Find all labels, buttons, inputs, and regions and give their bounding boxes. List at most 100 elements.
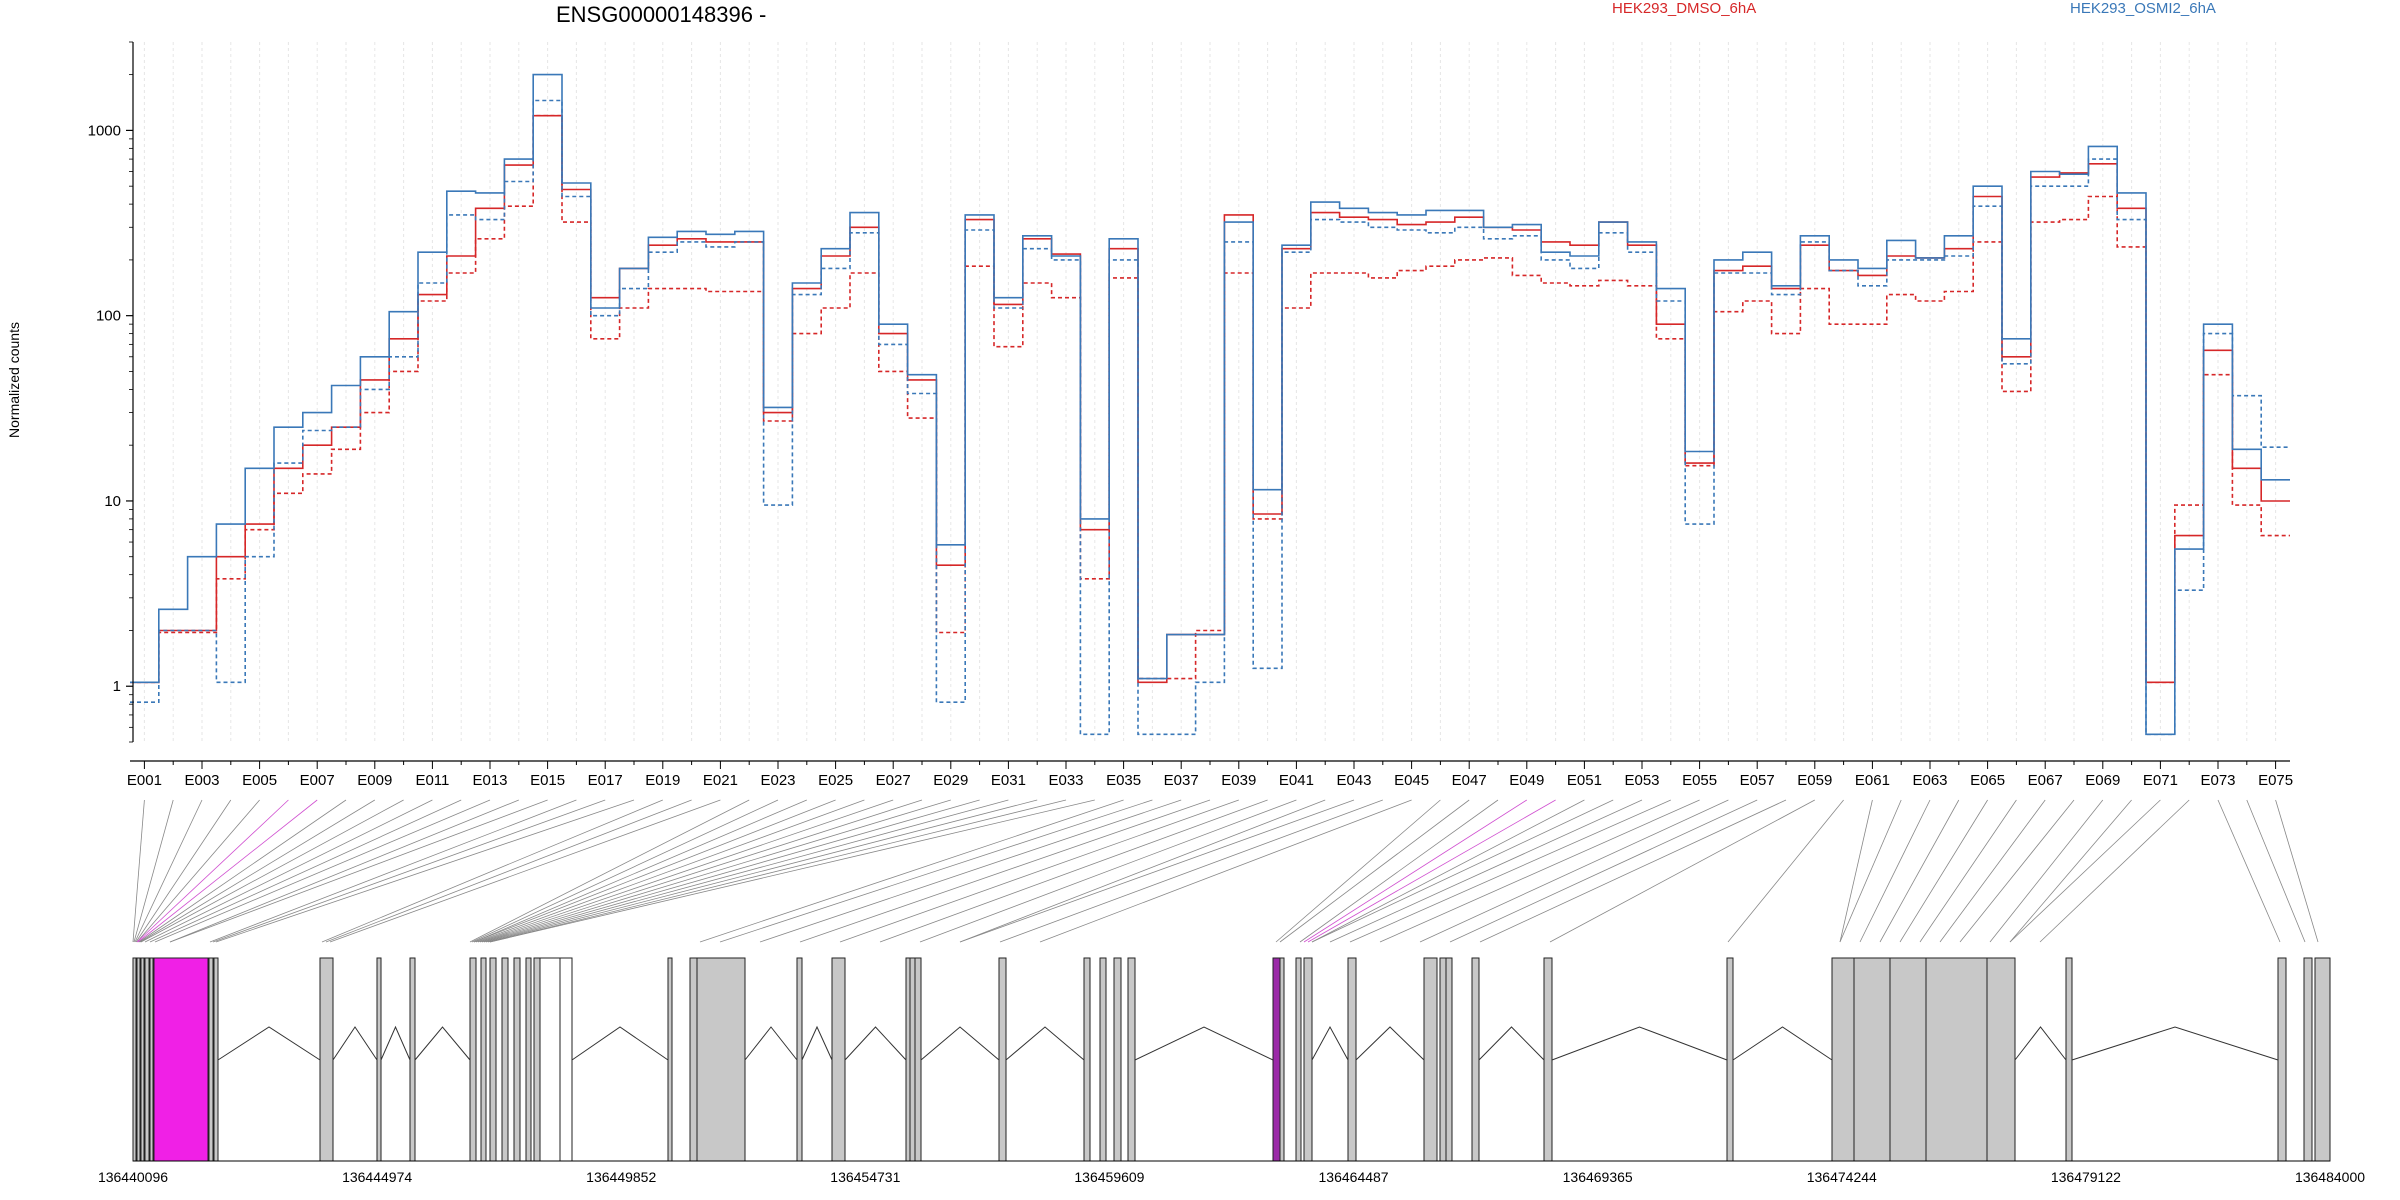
exon-connector bbox=[879, 799, 1268, 943]
exon-box bbox=[1083, 957, 1091, 1162]
exon-box bbox=[149, 957, 154, 1162]
exon-box bbox=[319, 957, 334, 1162]
exon-box bbox=[559, 957, 573, 1162]
series-line-2 bbox=[130, 73, 2290, 736]
exon-connector bbox=[169, 799, 519, 943]
intron-line bbox=[744, 1026, 798, 1061]
exon-connector bbox=[1419, 799, 1729, 943]
exon-box bbox=[409, 957, 416, 1162]
x-tick-label: E015 bbox=[530, 772, 565, 789]
x-tick-label: E009 bbox=[357, 772, 392, 789]
exon-connector bbox=[140, 799, 404, 943]
exon-connector bbox=[1299, 799, 1499, 943]
exon-connector bbox=[481, 799, 951, 943]
exon-box bbox=[689, 957, 698, 1162]
exon-box bbox=[136, 957, 141, 1162]
intron-line bbox=[1355, 1026, 1425, 1061]
x-tick-label: E065 bbox=[1970, 772, 2005, 789]
y-tick-label: 1 bbox=[113, 678, 121, 695]
exon-connector bbox=[2009, 799, 2132, 943]
exon-box bbox=[1303, 957, 1313, 1162]
x-tick-label: E043 bbox=[1336, 772, 1371, 789]
exon-connector bbox=[1989, 799, 2104, 943]
exon-connector bbox=[138, 799, 347, 943]
exon-box bbox=[1889, 957, 1927, 1162]
intron-line bbox=[1134, 1026, 1274, 1061]
exon-box bbox=[1925, 957, 1988, 1162]
exon-connector bbox=[1275, 799, 1441, 943]
x-tick-label: E055 bbox=[1682, 772, 1717, 789]
exon-connector bbox=[132, 799, 145, 943]
exon-box bbox=[144, 957, 150, 1162]
exon-box bbox=[667, 957, 673, 1162]
exon-connector bbox=[1959, 799, 2075, 943]
x-tick-label: E003 bbox=[184, 772, 219, 789]
x-tick-label: E053 bbox=[1624, 772, 1659, 789]
x-tick-label: E047 bbox=[1452, 772, 1487, 789]
exon-box bbox=[376, 957, 382, 1162]
exon-connector bbox=[136, 799, 260, 943]
grid-layer bbox=[143, 42, 2277, 742]
series-line-3 bbox=[130, 99, 2290, 736]
exon-box bbox=[1279, 957, 1285, 1162]
exon-connector bbox=[959, 799, 1355, 943]
x-tick-label: E019 bbox=[645, 772, 680, 789]
exon-connector bbox=[135, 799, 232, 943]
exon-connector bbox=[919, 799, 1297, 943]
exon-box bbox=[1113, 957, 1122, 1162]
exon-connector bbox=[477, 799, 894, 943]
exon-connector bbox=[475, 799, 865, 943]
exon-connector bbox=[1899, 799, 1988, 943]
x-tick-label: E063 bbox=[1912, 772, 1947, 789]
intron-line bbox=[332, 1026, 378, 1061]
exon-connector bbox=[473, 799, 836, 943]
exon-connector bbox=[154, 799, 491, 943]
exon-box bbox=[2277, 957, 2287, 1162]
x-tick-label: E011 bbox=[415, 772, 449, 789]
exon-box bbox=[140, 957, 145, 1162]
intron-line bbox=[2071, 1026, 2279, 1061]
exon-box bbox=[1726, 957, 1734, 1162]
exon-box bbox=[213, 957, 219, 1162]
exon-connector bbox=[473, 799, 807, 943]
exon-connector bbox=[133, 799, 174, 943]
exon-connector bbox=[1349, 799, 1671, 943]
genomic-tick-label: 136440096 bbox=[98, 1169, 168, 1185]
exon-box bbox=[208, 957, 214, 1162]
genomic-axis: 136440096 136444974 136449852 136454731 1364… bbox=[98, 1160, 2365, 1185]
x-tick-label: E021 bbox=[703, 772, 738, 789]
exon-box bbox=[1423, 957, 1438, 1162]
exon-box bbox=[2314, 957, 2331, 1162]
intron-line bbox=[2014, 1026, 2067, 1061]
exon-box bbox=[831, 957, 846, 1162]
exon-connector bbox=[487, 799, 1038, 943]
exon-box bbox=[1439, 957, 1447, 1162]
exon-connector bbox=[2039, 799, 2190, 943]
intron-line bbox=[1478, 1026, 1545, 1061]
x-tick-label: E057 bbox=[1740, 772, 1775, 789]
exon-box bbox=[909, 957, 916, 1162]
x-tick-label: E075 bbox=[2258, 772, 2293, 789]
x-tick-label: E017 bbox=[588, 772, 623, 789]
exon-connector bbox=[321, 799, 663, 943]
exon-connector bbox=[1307, 799, 1556, 943]
genomic-tick-label: 136479122 bbox=[2051, 1169, 2121, 1185]
connector-layer bbox=[132, 799, 2319, 943]
x-tick-label: E007 bbox=[300, 772, 335, 789]
x-tick-label: E071 bbox=[2143, 772, 2178, 789]
exon-connector bbox=[1039, 799, 1412, 943]
exon-connector bbox=[1449, 799, 1758, 943]
exon-box bbox=[2303, 957, 2313, 1162]
exon-connector bbox=[1329, 799, 1643, 943]
intron-line bbox=[801, 1025, 833, 1061]
exon-connector bbox=[329, 799, 721, 943]
exon-connector bbox=[759, 799, 1182, 943]
exon-connector bbox=[2009, 799, 2161, 943]
x-tick-label: E035 bbox=[1106, 772, 1141, 789]
exon-connector bbox=[959, 799, 1326, 943]
exon-box bbox=[796, 957, 803, 1162]
x-tick-label: E005 bbox=[242, 772, 277, 789]
exon-connector bbox=[1279, 799, 1470, 943]
exon-connector bbox=[699, 799, 1124, 943]
exon-box bbox=[539, 957, 561, 1162]
